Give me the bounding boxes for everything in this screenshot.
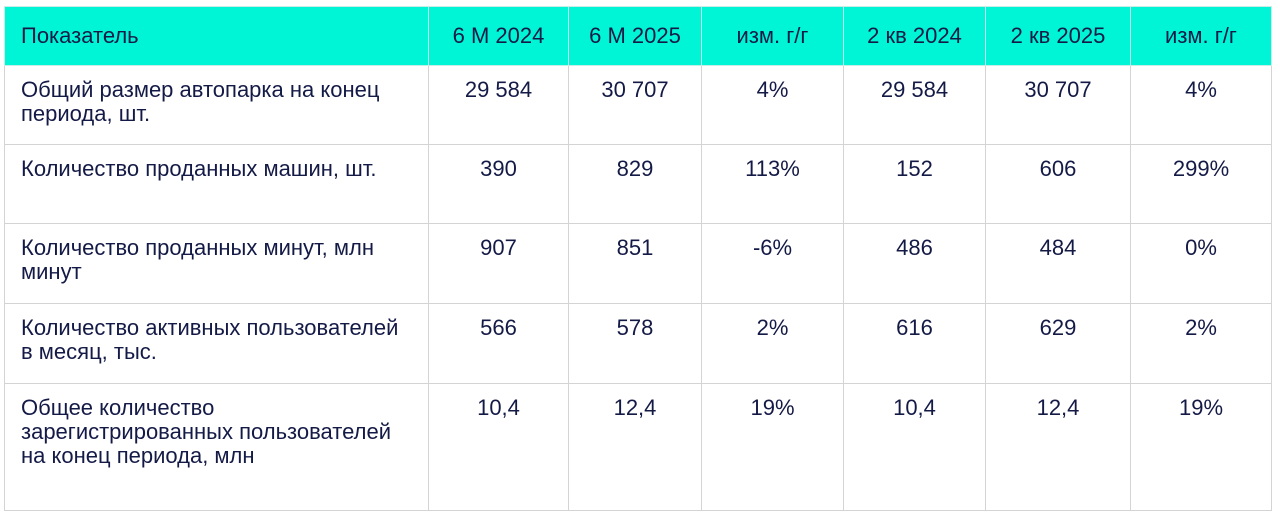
- column-header-indicator: Показатель: [4, 6, 429, 66]
- table-row: Общее количество зарегистрированных поль…: [4, 383, 1272, 511]
- table-cell: 113%: [701, 144, 844, 224]
- table-cell: 4%: [1130, 65, 1272, 145]
- table-row: Количество проданных минут, млн минут 90…: [4, 223, 1272, 304]
- table-row: Количество проданных машин, шт. 390 829 …: [4, 144, 1272, 224]
- table-cell: 0%: [1130, 223, 1272, 304]
- column-header-q2-2025: 2 кв 2025: [985, 6, 1131, 66]
- table-cell: 10,4: [428, 383, 569, 511]
- table-cell: 629: [985, 303, 1131, 384]
- column-header-yoy-6m: изм. г/г: [701, 6, 844, 66]
- table-cell: 829: [568, 144, 702, 224]
- table-cell: 486: [843, 223, 986, 304]
- table-cell: 2%: [1130, 303, 1272, 384]
- column-header-yoy-q2: изм. г/г: [1130, 6, 1272, 66]
- column-header-6m-2025: 6 М 2025: [568, 6, 702, 66]
- table-cell: 299%: [1130, 144, 1272, 224]
- table-row: Количество активных пользователей в меся…: [4, 303, 1272, 384]
- row-label: Количество проданных минут, млн минут: [4, 223, 429, 304]
- table-cell: 566: [428, 303, 569, 384]
- table-body: Общий размер автопарка на конец периода,…: [4, 65, 1272, 511]
- row-label: Общий размер автопарка на конец периода,…: [4, 65, 429, 145]
- row-label: Общее количество зарегистрированных поль…: [4, 383, 429, 511]
- column-header-q2-2024: 2 кв 2024: [843, 6, 986, 66]
- table-cell: 12,4: [568, 383, 702, 511]
- row-label: Количество активных пользователей в меся…: [4, 303, 429, 384]
- table-cell: 4%: [701, 65, 844, 145]
- table-cell: -6%: [701, 223, 844, 304]
- table-cell: 484: [985, 223, 1131, 304]
- table-cell: 152: [843, 144, 986, 224]
- table-cell: 30 707: [568, 65, 702, 145]
- table-cell: 30 707: [985, 65, 1131, 145]
- table-cell: 390: [428, 144, 569, 224]
- table-cell: 907: [428, 223, 569, 304]
- table-cell: 851: [568, 223, 702, 304]
- header-row: Показатель 6 М 2024 6 М 2025 изм. г/г 2 …: [4, 6, 1272, 66]
- table-cell: 19%: [1130, 383, 1272, 511]
- column-header-6m-2024: 6 М 2024: [428, 6, 569, 66]
- row-label: Количество проданных машин, шт.: [4, 144, 429, 224]
- table-cell: 10,4: [843, 383, 986, 511]
- metrics-table: Показатель 6 М 2024 6 М 2025 изм. г/г 2 …: [4, 6, 1272, 511]
- table-cell: 606: [985, 144, 1131, 224]
- table-cell: 2%: [701, 303, 844, 384]
- table-header: Показатель 6 М 2024 6 М 2025 изм. г/г 2 …: [4, 6, 1272, 66]
- table-cell: 29 584: [428, 65, 569, 145]
- table-cell: 616: [843, 303, 986, 384]
- table-cell: 19%: [701, 383, 844, 511]
- table-cell: 29 584: [843, 65, 986, 145]
- table-row: Общий размер автопарка на конец периода,…: [4, 65, 1272, 145]
- table-cell: 12,4: [985, 383, 1131, 511]
- table-cell: 578: [568, 303, 702, 384]
